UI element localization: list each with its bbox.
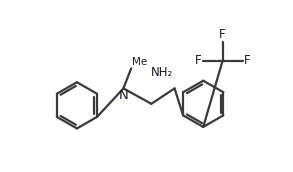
Text: F: F (219, 28, 226, 41)
Text: NH₂: NH₂ (151, 67, 173, 79)
Text: N: N (119, 89, 128, 102)
Text: F: F (195, 54, 202, 67)
Text: Me: Me (132, 57, 147, 67)
Text: F: F (244, 54, 251, 67)
